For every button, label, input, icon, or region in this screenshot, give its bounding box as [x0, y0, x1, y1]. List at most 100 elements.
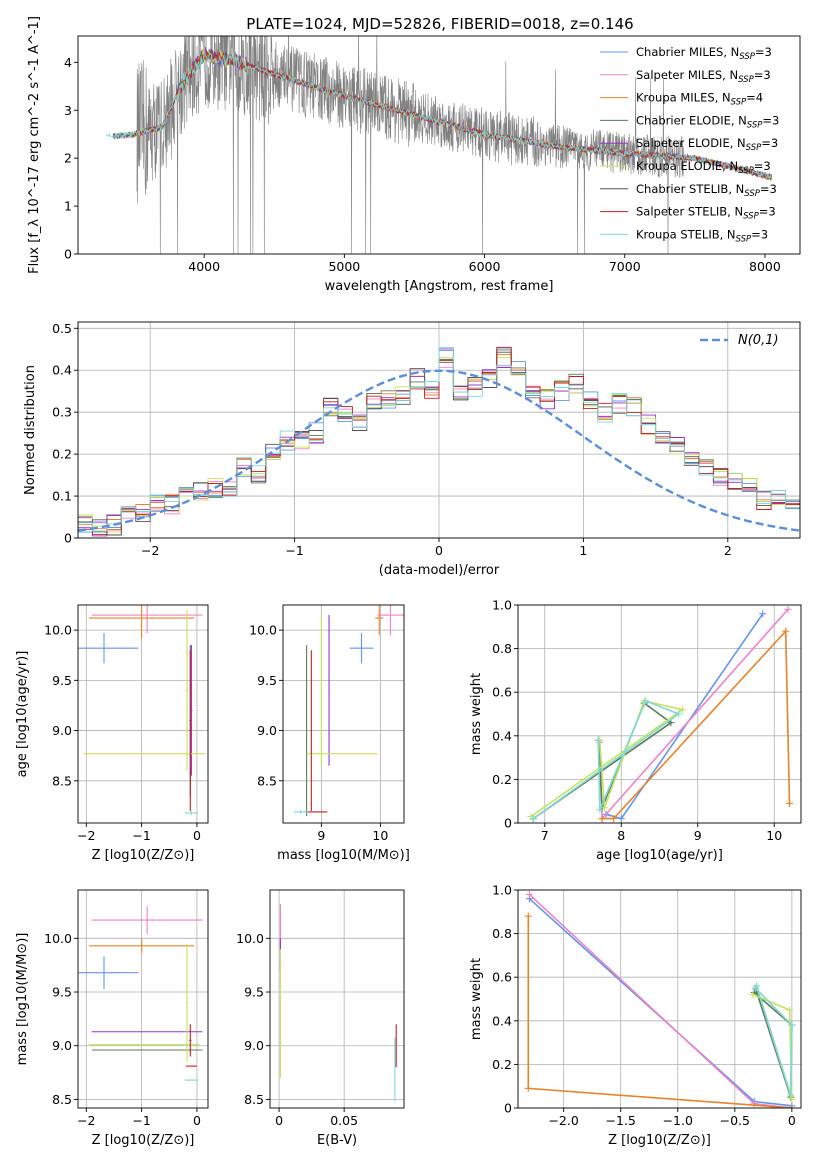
- y-tick-label: 3: [64, 103, 72, 118]
- legend-label-1: Salpeter MILES, NSSP=3: [636, 68, 771, 85]
- observed-spectrum: [136, 36, 684, 254]
- normal-curve: [78, 369, 800, 532]
- figure-title: PLATE=1024, MJD=52826, FIBERID=0018, z=0…: [246, 15, 633, 33]
- error-bar-point: [185, 610, 189, 771]
- x-axis-label: Z [log10(Z/Z⊙)]: [92, 1133, 195, 1148]
- x-tick-label: −1: [132, 828, 150, 843]
- x-tick-label: 7: [541, 828, 549, 843]
- mass-vs-metallicity-panel: −2 −1 0 8.5 9.0 9.5 10.0 Z [log10(Z/Z⊙)] mass [l…: [15, 889, 209, 1148]
- mass-weight-vs-metallicity-panel: −2.0 −1.5 −1.0 −0.5 0 0 0.2 0.4 0.6 0.8 1.0 Z [log1…: [469, 883, 802, 1148]
- x-tick-label: 10: [372, 828, 388, 843]
- mass-weight-marker: [642, 697, 650, 705]
- x-tick-label: −1: [285, 543, 303, 558]
- legend-label-3: Chabrier ELODIE, NSSP=3: [636, 113, 779, 130]
- x-axis-label: Z [log10(Z/Z⊙)]: [608, 1133, 711, 1148]
- axes-frame: [77, 35, 801, 255]
- residual-histogram-2: [78, 354, 800, 538]
- x-tick-label: −2: [77, 828, 95, 843]
- mass-weight-marker: [524, 1084, 532, 1092]
- mass-weight-marker: [786, 799, 794, 807]
- x-tick-label: −0.5: [720, 1113, 750, 1128]
- y-tick-label: 0.2: [492, 1057, 512, 1072]
- mass-weight-line-2: [602, 629, 791, 820]
- error-bar-point: [328, 615, 330, 766]
- mass-weight-marker: [782, 627, 790, 635]
- y-axis-label: Normed distribution: [23, 365, 38, 495]
- error-bar-point: [375, 605, 384, 636]
- error-bar-point: [189, 650, 192, 811]
- mass-weight-marker: [529, 815, 537, 823]
- x-tick-label: 0: [788, 1113, 796, 1128]
- y-tick-label: 1.0: [492, 598, 512, 613]
- y-tick-label: 0.4: [492, 1013, 512, 1028]
- mass-weight-marker: [675, 710, 683, 718]
- error-bar-point: [185, 943, 189, 1062]
- plot-area: [78, 906, 203, 1081]
- y-tick-label: 0: [64, 531, 72, 546]
- error-bar-point: [310, 650, 312, 811]
- y-tick-label: 0.2: [492, 772, 512, 787]
- mass-weight-marker: [524, 912, 532, 920]
- residual-histogram-3: [78, 349, 800, 538]
- y-tick-label: 10.0: [44, 623, 72, 638]
- y-axis-label: Flux [f_λ 10^-17 erg cm^-2 s^-1 A^-1]: [27, 16, 42, 274]
- error-bar-point: [293, 809, 308, 814]
- mass-weight-marker: [610, 815, 618, 823]
- y-tick-label: 0.4: [492, 728, 512, 743]
- error-bar-point: [184, 810, 199, 815]
- x-tick-label: −2: [141, 543, 159, 558]
- mass-weight-line-4: [530, 699, 685, 818]
- y-tick-label: 0: [64, 247, 72, 262]
- model-spectrum-8: [105, 50, 772, 180]
- mass-weight-marker: [598, 815, 606, 823]
- legend-label-0: Chabrier MILES, NSSP=3: [636, 45, 772, 62]
- residuals-panel: −2 −1 0 1 2 0 0.1 0.2 0.3 0.4 0.5 (data-model)/erro…: [23, 321, 801, 578]
- y-tick-label: 9.0: [257, 723, 277, 738]
- mass-weight-line-1: [528, 893, 792, 1108]
- legend-label-normal: N(0,1): [738, 333, 779, 348]
- y-tick-label: 9.0: [52, 723, 72, 738]
- error-bar-point: [89, 938, 195, 954]
- y-axis-label: mass weight: [469, 673, 484, 755]
- residual-histogram-8: [78, 347, 800, 538]
- x-axis-label: Z [log10(Z/Z⊙)]: [92, 848, 195, 863]
- x-tick-label: −1.0: [663, 1113, 693, 1128]
- mass-weight-marker: [784, 605, 792, 613]
- mass-weight-line-5: [532, 699, 681, 820]
- y-tick-label: 0.6: [492, 970, 512, 985]
- axes-frame: [282, 604, 405, 824]
- y-tick-label: 9.0: [244, 1038, 264, 1053]
- spectrum-panel: 4000 5000 6000 7000 8000 0 1 2 3 4 wavelength [Ang…: [27, 16, 801, 294]
- mass-weight-marker: [787, 1091, 795, 1099]
- y-tick-label: 2: [64, 151, 72, 166]
- y-tick-label: 8.5: [52, 1092, 72, 1107]
- legend-label-5: Kroupa ELODIE, NSSP=3: [636, 159, 771, 176]
- residual-histogram-7: [78, 346, 800, 538]
- y-tick-label: 8.5: [52, 773, 72, 788]
- y-axis-label: mass [log10(M/M⊙)]: [15, 933, 30, 1066]
- legend-label-8: Kroupa STELIB, NSSP=3: [636, 227, 768, 244]
- age-vs-metallicity-panel: −2 −1 0 8.5 9.0 9.5 10.0 Z [log10(Z/Z⊙)] age [lo…: [15, 604, 209, 863]
- legend-label-4: Salpeter ELODIE, NSSP=3: [636, 136, 778, 153]
- x-tick-label: 9: [317, 828, 325, 843]
- plot-area: [279, 903, 397, 1102]
- legend-label-6: Chabrier STELIB, NSSP=3: [636, 182, 777, 199]
- plot-area: [78, 346, 800, 538]
- y-tick-label: 1: [64, 199, 72, 214]
- x-axis-label: (data-model)/error: [379, 563, 500, 578]
- mass-weight-marker: [678, 706, 686, 714]
- x-axis-label: wavelength [Angstrom, rest frame]: [325, 279, 554, 294]
- mass-weight-marker: [752, 982, 760, 990]
- x-tick-label: −1: [132, 1113, 150, 1128]
- mass-weight-marker: [596, 806, 604, 814]
- x-tick-label: 0: [275, 1113, 283, 1128]
- age-vs-mass-panel: 9 10 8.5 9.0 9.5 10.0 mass [log10(M/M⊙)]: [249, 604, 410, 863]
- x-tick-label: 5000: [328, 259, 360, 274]
- residual-histogram-4: [78, 348, 800, 538]
- x-tick-label: 0.05: [330, 1113, 358, 1128]
- y-tick-label: 0.3: [52, 405, 72, 420]
- x-tick-label: 4000: [188, 259, 220, 274]
- y-tick-label: 10.0: [44, 931, 72, 946]
- error-bar-point: [189, 1024, 192, 1057]
- y-axis-label: age [log10(age/yr)]: [15, 651, 30, 778]
